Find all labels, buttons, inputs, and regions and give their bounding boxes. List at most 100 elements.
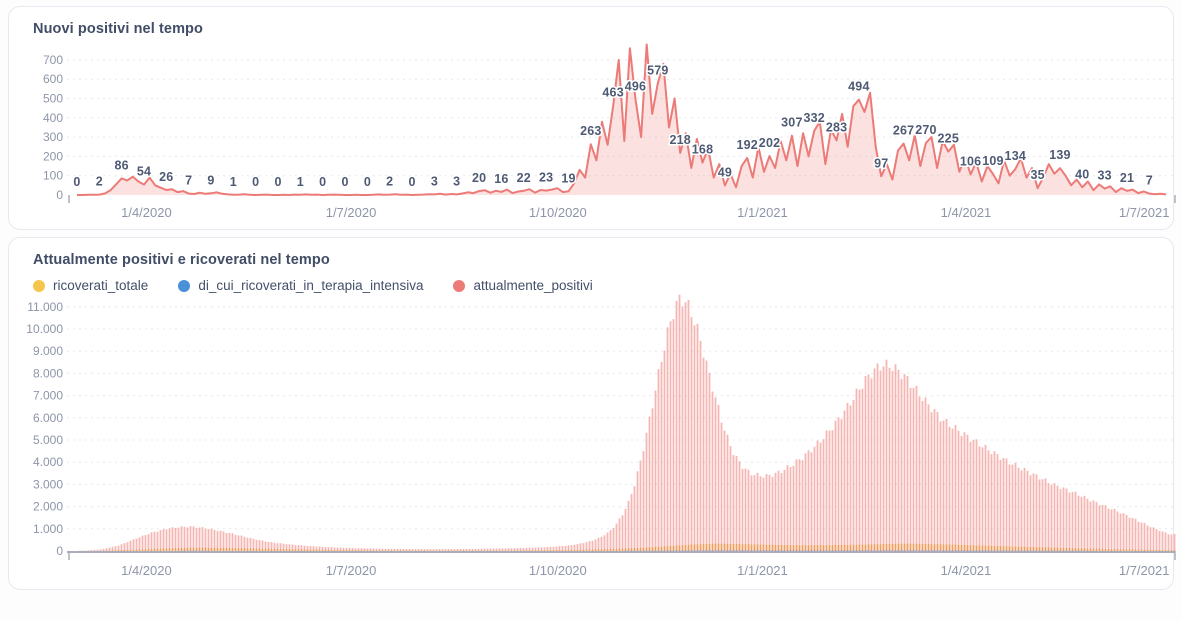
svg-text:0: 0 [319, 175, 326, 189]
svg-text:3: 3 [431, 174, 438, 188]
legend-label: di_cui_ricoverati_in_terapia_intensiva [198, 278, 424, 293]
attualmente-positivi-chart[interactable]: 0 1.000 2.000 3.000 4.000 5.000 6.000 7.000 8.00… [25, 294, 1176, 583]
svg-text:3: 3 [453, 174, 460, 188]
legend-dot-ricoverati_totale [33, 279, 45, 292]
legend-item-attualmente_positivi[interactable]: attualmente_positivi [453, 278, 593, 293]
svg-text:0: 0 [341, 175, 348, 189]
svg-text:225: 225 [938, 132, 959, 146]
svg-text:270: 270 [915, 123, 936, 137]
svg-text:21: 21 [1120, 171, 1134, 185]
svg-text:2: 2 [386, 175, 393, 189]
legend-item-ricoverati_totale[interactable]: ricoverati_totale [33, 278, 148, 293]
svg-text:8.000: 8.000 [33, 366, 63, 380]
svg-text:0: 0 [409, 175, 416, 189]
svg-text:2.000: 2.000 [33, 500, 63, 514]
svg-text:3.000: 3.000 [33, 477, 63, 491]
svg-text:496: 496 [625, 79, 646, 93]
svg-text:0: 0 [252, 175, 259, 189]
svg-text:7.000: 7.000 [33, 389, 63, 403]
svg-text:200: 200 [43, 149, 63, 163]
svg-text:109: 109 [982, 154, 1003, 168]
svg-text:19: 19 [561, 171, 575, 185]
svg-text:307: 307 [781, 116, 802, 130]
svg-text:1/7/2021: 1/7/2021 [1119, 563, 1170, 578]
svg-text:283: 283 [826, 120, 847, 134]
svg-text:33: 33 [1098, 169, 1112, 183]
legend: ricoverati_totale di_cui_ricoverati_in_te… [25, 268, 1157, 295]
svg-text:0: 0 [73, 175, 80, 189]
svg-text:1: 1 [230, 175, 237, 189]
svg-text:202: 202 [759, 136, 780, 150]
svg-text:1/4/2020: 1/4/2020 [121, 205, 172, 220]
svg-text:1/7/2020: 1/7/2020 [326, 205, 377, 220]
card-attualmente-positivi: Attualmente positivi e ricoverati nel te… [8, 237, 1176, 590]
svg-text:26: 26 [159, 170, 173, 184]
svg-text:134: 134 [1005, 149, 1026, 163]
svg-text:49: 49 [718, 166, 732, 180]
svg-text:500: 500 [43, 92, 63, 106]
svg-text:6.000: 6.000 [33, 411, 63, 425]
svg-text:9: 9 [207, 173, 214, 187]
svg-text:97: 97 [874, 156, 888, 170]
svg-text:0: 0 [364, 175, 371, 189]
svg-text:7: 7 [185, 174, 192, 188]
svg-text:400: 400 [43, 111, 63, 125]
svg-text:20: 20 [472, 171, 486, 185]
svg-text:54: 54 [137, 165, 151, 179]
svg-text:192: 192 [736, 138, 757, 152]
svg-text:1.000: 1.000 [33, 522, 63, 536]
svg-text:100: 100 [43, 169, 63, 183]
svg-text:10.000: 10.000 [26, 322, 63, 336]
svg-text:494: 494 [848, 80, 869, 94]
svg-text:139: 139 [1049, 148, 1070, 162]
svg-text:263: 263 [580, 124, 601, 138]
svg-text:5.000: 5.000 [33, 433, 63, 447]
legend-item-di_cui_ricoverati_in_terapia_intensiva[interactable]: di_cui_ricoverati_in_terapia_intensiva [178, 278, 423, 293]
svg-text:1/7/2020: 1/7/2020 [326, 563, 377, 578]
svg-text:0: 0 [274, 175, 281, 189]
svg-text:7: 7 [1146, 174, 1153, 188]
svg-text:0: 0 [56, 544, 63, 558]
svg-text:332: 332 [803, 111, 824, 125]
svg-text:40: 40 [1075, 167, 1089, 181]
svg-text:1/7/2021: 1/7/2021 [1119, 205, 1170, 220]
svg-text:23: 23 [539, 171, 553, 185]
legend-dot-di_cui_ricoverati_in_terapia_intensiva [178, 279, 191, 292]
svg-text:86: 86 [114, 158, 128, 172]
svg-text:22: 22 [517, 171, 531, 185]
svg-text:106: 106 [960, 155, 981, 169]
svg-text:2: 2 [96, 175, 103, 189]
svg-text:600: 600 [43, 72, 63, 86]
svg-text:1/4/2020: 1/4/2020 [121, 563, 172, 578]
svg-text:1/10/2020: 1/10/2020 [529, 205, 587, 220]
chart-title-attualmente-positivi: Attualmente positivi e ricoverati nel te… [33, 252, 330, 268]
svg-text:1/10/2020: 1/10/2020 [529, 563, 587, 578]
svg-text:218: 218 [669, 133, 690, 147]
svg-text:0: 0 [56, 188, 63, 202]
svg-text:1/4/2021: 1/4/2021 [941, 563, 992, 578]
svg-text:35: 35 [1030, 168, 1044, 182]
svg-text:267: 267 [893, 123, 914, 137]
svg-text:1: 1 [297, 175, 304, 189]
svg-text:9.000: 9.000 [33, 344, 63, 358]
svg-text:4.000: 4.000 [33, 455, 63, 469]
svg-text:463: 463 [602, 86, 623, 100]
svg-text:11.000: 11.000 [27, 300, 63, 314]
svg-text:300: 300 [43, 130, 63, 144]
attualmente-positivi-plot[interactable]: 0 1.000 2.000 3.000 4.000 5.000 6.000 7.000 8.00… [25, 294, 1182, 583]
svg-text:700: 700 [43, 53, 63, 67]
nuovi-positivi-chart[interactable]: 0 100 200 300 400 500 600 700 0 2 86 54 26 7 9 1 0 0 1 0 0 0 2… [25, 37, 1176, 223]
legend-label: attualmente_positivi [473, 278, 593, 293]
legend-label: ricoverati_totale [53, 278, 149, 293]
card-nuovi-positivi: Nuovi positivi nel tempo 0 100 200 300 400 50… [8, 6, 1176, 230]
svg-text:1/1/2021: 1/1/2021 [737, 563, 788, 578]
svg-text:168: 168 [692, 143, 713, 157]
svg-text:1/1/2021: 1/1/2021 [737, 205, 788, 220]
svg-text:579: 579 [647, 63, 668, 77]
svg-text:1/4/2021: 1/4/2021 [941, 205, 992, 220]
legend-dot-attualmente_positivi [453, 279, 466, 292]
svg-text:16: 16 [494, 172, 508, 186]
chart-title-nuovi-positivi: Nuovi positivi nel tempo [33, 21, 203, 37]
